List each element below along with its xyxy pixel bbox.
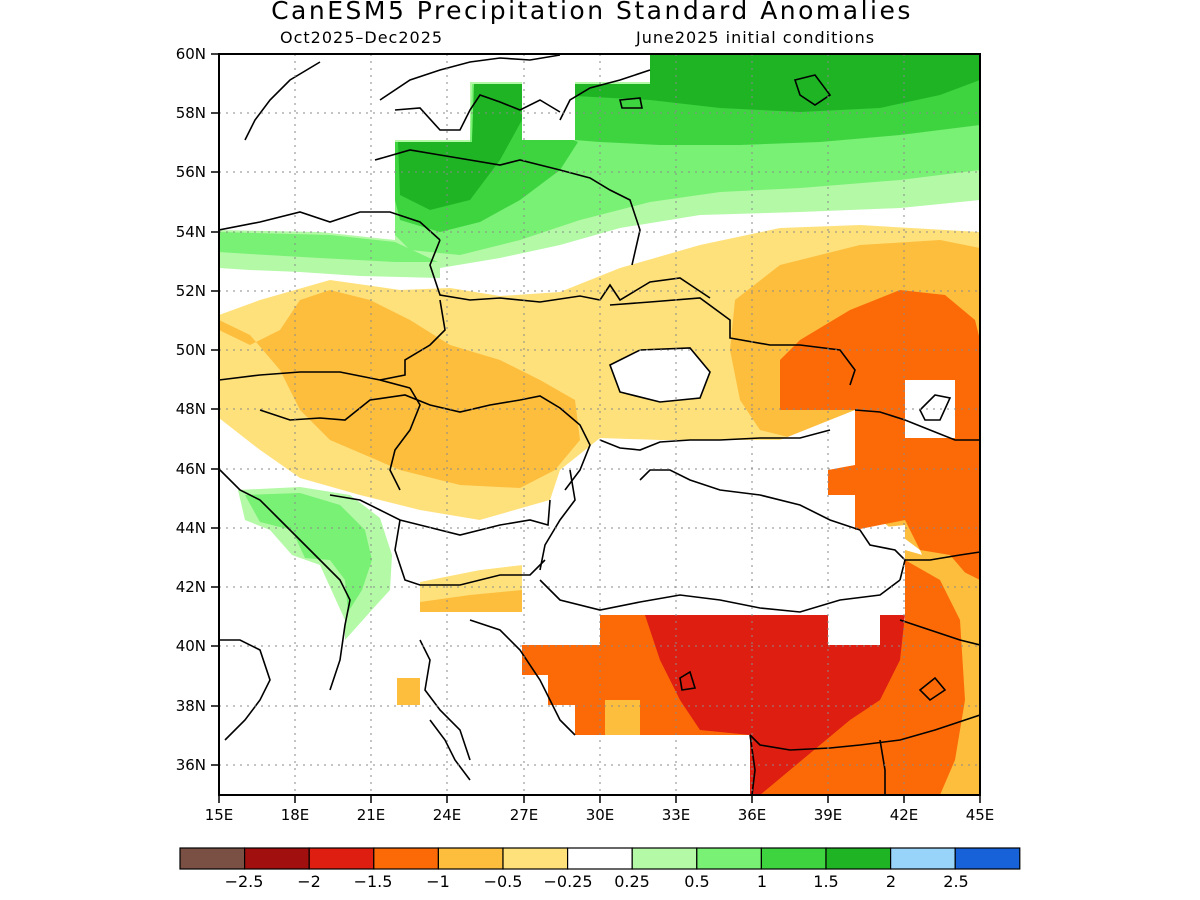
initial-conditions-note: June2025 initial conditions (636, 28, 876, 47)
lat-label: 38N (176, 697, 206, 715)
wet-anomaly-strongest (398, 84, 522, 210)
lon-label: 36E (738, 806, 767, 824)
lon-label: 24E (433, 806, 462, 824)
colorbar-label: −1.5 (353, 872, 393, 891)
colorbar-label: −2.5 (224, 872, 264, 891)
colorbar-label: 2 (885, 872, 897, 891)
dry-anomaly-strong-east (780, 290, 980, 590)
dry-anomaly-moderate-balkan (420, 588, 522, 615)
lat-label: 50N (176, 341, 206, 359)
lat-ticks (211, 53, 219, 766)
lon-label: 39E (814, 806, 843, 824)
colorbar-label: 1 (756, 872, 768, 891)
coastlines-and-borders (219, 54, 980, 795)
colorbar (179, 847, 1021, 870)
dry-anomaly-light-balkan (420, 565, 522, 602)
lat-label: 60N (176, 45, 206, 63)
wet-anomaly-moderate-west (219, 232, 438, 262)
colorbar-swatch (308, 847, 375, 870)
lat-label: 44N (176, 519, 206, 537)
colorbar-swatch (696, 847, 762, 870)
lat-label: 52N (176, 282, 206, 300)
colorbar-swatch (373, 847, 439, 870)
colorbar-swatch (889, 847, 956, 870)
chart-title: CanESM5 Precipitation Standard Anomalies (271, 0, 913, 25)
lon-labels: 15E 18E 21E 24E 27E 30E 33E 36E 39E 42E … (205, 806, 995, 824)
colorbar-swatch (244, 847, 310, 870)
anomaly-field (219, 54, 980, 795)
colorbar-label: 0.5 (684, 872, 710, 891)
lon-label: 30E (586, 806, 615, 824)
colorbar-label: −0.25 (543, 872, 593, 891)
lon-ticks (218, 795, 981, 803)
dry-anomaly-moderate-greece (397, 678, 420, 705)
lon-label: 27E (510, 806, 539, 824)
lon-label: 33E (662, 806, 691, 824)
colorbar-label: −0.5 (483, 872, 523, 891)
forecast-period: Oct2025–Dec2025 (280, 28, 444, 47)
lat-label: 58N (176, 104, 206, 122)
colorbar-swatch (954, 847, 1021, 870)
lon-label: 21E (357, 806, 386, 824)
dry-anomaly-moderate (219, 290, 580, 488)
lat-label: 56N (176, 163, 206, 181)
colorbar-label: −1 (426, 872, 450, 891)
colorbar-swatch (631, 847, 698, 870)
colorbar-swatch (502, 847, 569, 870)
lon-label: 45E (966, 806, 995, 824)
colorbar-label: 1.5 (813, 872, 839, 891)
colorbar-swatch (566, 847, 633, 870)
lat-label: 48N (176, 400, 206, 418)
dry-anomaly-moderate-inland (605, 700, 640, 735)
lon-label: 15E (205, 806, 234, 824)
colorbar-swatch (437, 847, 504, 870)
wet-anomaly-balkan-moderate (245, 493, 372, 612)
lat-label: 42N (176, 578, 206, 596)
lat-labels: 60N 58N 56N 54N 52N 50N 48N 46N 44N 42N … (176, 45, 206, 774)
map-grid (219, 54, 980, 795)
colorbar-label: 0.25 (614, 872, 650, 891)
lon-label: 42E (890, 806, 919, 824)
lon-label: 18E (281, 806, 310, 824)
colorbar-swatch (179, 847, 246, 870)
colorbar-label: 2.5 (943, 872, 969, 891)
dry-anomaly-strongest-south (645, 615, 905, 795)
colorbar-swatch (825, 847, 892, 870)
lat-label: 54N (176, 223, 206, 241)
colorbar-label: −2 (297, 872, 321, 891)
lat-label: 36N (176, 756, 206, 774)
colorbar-swatch (760, 847, 827, 870)
lat-label: 40N (176, 637, 206, 655)
lat-label: 46N (176, 460, 206, 478)
